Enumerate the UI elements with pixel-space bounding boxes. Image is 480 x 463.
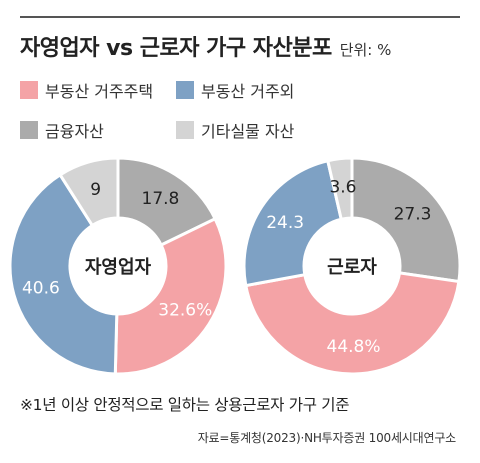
unit-label: 단위: %	[339, 41, 392, 59]
header: 자영업자 vs 근로자 가구 자산분포 단위: %	[20, 30, 391, 62]
top-rule	[20, 16, 460, 18]
donut-self-employed: 17.8 32.6% 40.6 9 자영업자	[8, 156, 228, 376]
slice-label-other-real-estate: 40.6	[22, 278, 60, 298]
legend-label: 부동산 거주외	[201, 82, 295, 101]
legend-item-other-tangible-assets: 기타실물 자산	[176, 118, 376, 142]
slice-residential-housing	[244, 271, 461, 376]
donut-wage-earner: 27.3 44.8% 24.3 3.6 근로자	[242, 156, 462, 376]
legend-item-other-real-estate: 부동산 거주외	[176, 78, 376, 102]
slice-financial-assets	[350, 156, 462, 284]
legend-label: 부동산 거주주택	[45, 82, 154, 101]
slice-label-residential-housing: 44.8%	[327, 337, 381, 357]
slice-label-other-tangible-assets: 3.6	[329, 178, 356, 198]
legend-item-residential-housing: 부동산 거주주택	[20, 78, 176, 102]
footnote: ※1년 이상 안정적으로 일하는 상용근로자 가구 기준	[20, 396, 350, 414]
slice-label-other-tangible-assets: 9	[90, 180, 101, 200]
legend-label: 기타실물 자산	[201, 122, 295, 141]
slice-label-other-real-estate: 24.3	[266, 213, 304, 233]
slice-label-financial-assets: 17.8	[142, 189, 180, 209]
donut-title-wage-earner: 근로자	[327, 257, 377, 278]
slice-label-financial-assets: 27.3	[394, 205, 432, 225]
slice-other-real-estate	[242, 158, 344, 288]
legend-label: 금융자산	[45, 122, 104, 141]
legend-swatch	[20, 81, 38, 99]
slice-other-tangible-assets	[58, 156, 120, 228]
slice-residential-housing	[113, 216, 228, 376]
source-credit: 자료=통계청(2023)·NH투자증권 100세시대연구소	[197, 431, 456, 445]
slice-label-residential-housing: 32.6%	[158, 300, 212, 320]
legend-swatch	[176, 81, 194, 99]
slice-other-tangible-assets	[325, 156, 354, 222]
legend-swatch	[176, 121, 194, 139]
chart-title: 자영업자 vs 근로자 가구 자산분포	[20, 36, 332, 61]
legend-swatch	[20, 121, 38, 139]
donut-charts: 17.8 32.6% 40.6 9 자영업자 27.3 44.8% 24.3 3.6 근로자	[8, 156, 462, 376]
donut-title-self-employed: 자영업자	[85, 257, 152, 278]
legend-item-financial-assets: 금융자산	[20, 118, 176, 142]
legend: 부동산 거주주택 부동산 거주외 금융자산 기타실물 자산	[20, 78, 460, 142]
